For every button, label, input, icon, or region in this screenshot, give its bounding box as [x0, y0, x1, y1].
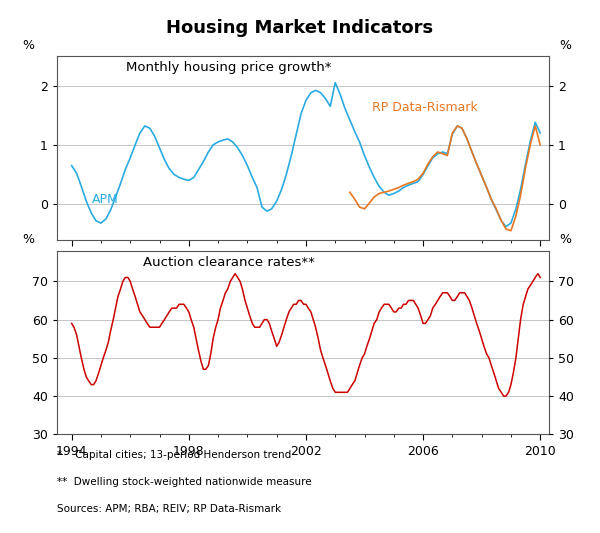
Text: %: %: [559, 38, 571, 52]
Text: APM: APM: [91, 193, 118, 206]
Text: RP Data-Rismark: RP Data-Rismark: [372, 101, 478, 114]
Text: Monthly housing price growth*: Monthly housing price growth*: [127, 61, 332, 75]
Text: %: %: [559, 233, 571, 246]
Text: Housing Market Indicators: Housing Market Indicators: [166, 19, 434, 37]
Text: **  Dwelling stock-weighted nationwide measure: ** Dwelling stock-weighted nationwide me…: [57, 477, 311, 487]
Text: Sources: APM; RBA; REIV; RP Data-Rismark: Sources: APM; RBA; REIV; RP Data-Rismark: [57, 504, 281, 514]
Text: %: %: [23, 38, 35, 52]
Text: Auction clearance rates**: Auction clearance rates**: [143, 256, 315, 269]
Text: %: %: [23, 233, 35, 246]
Text: *    Capital cities; 13-period Henderson trend: * Capital cities; 13-period Henderson tr…: [57, 450, 291, 461]
